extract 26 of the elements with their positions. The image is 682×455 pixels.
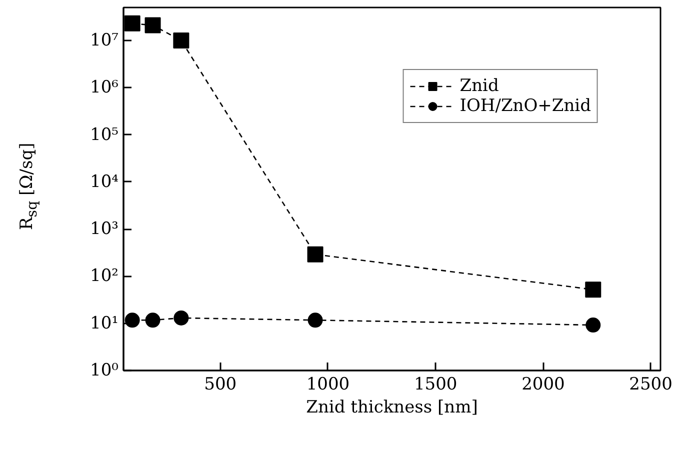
x-tick-label: 500 [204,374,237,394]
point [586,318,601,333]
point [308,312,323,328]
y-tick-label: 10⁶ [90,78,119,98]
x-tick-label: 1000 [306,374,350,394]
point [144,17,161,34]
y-tick-label: 10⁷ [90,30,119,50]
x-tick-label: 2000 [522,374,565,394]
x-axis-title: Znid thickness [nm] [306,398,478,418]
point [585,282,602,298]
point [124,15,140,32]
legend-label: IOH/ZnO+Znid [460,96,591,116]
point [173,32,190,48]
y-tick-label: 10⁴ [90,172,119,192]
point [174,310,189,326]
point [307,246,324,262]
y-tick-label: 10³ [90,219,119,240]
y-tick-label: 10¹ [90,313,119,334]
legend-label: Znid [460,76,499,96]
point [145,312,160,328]
y-tick-label: 10⁰ [90,360,119,380]
y-tick-label: 10⁵ [90,124,119,145]
x-tick-label: 2500 [629,374,672,394]
y-tick-label: 10² [90,266,119,286]
x-tick-label: 1500 [414,374,458,394]
point [124,312,140,328]
